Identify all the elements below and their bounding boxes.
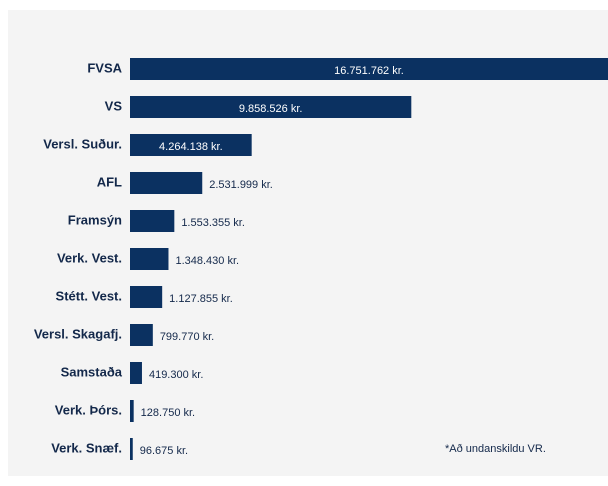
value-label: 9.858.526 kr.	[239, 103, 303, 115]
value-label: 1.348.430 kr.	[175, 255, 239, 267]
value-label: 1.127.855 kr.	[169, 293, 233, 305]
value-label: 419.300 kr.	[149, 369, 203, 381]
value-label: 2.531.999 kr.	[209, 179, 273, 191]
bar	[130, 362, 142, 384]
category-label: Framsýn	[68, 212, 122, 227]
bar	[130, 324, 153, 346]
value-label: 128.750 kr.	[141, 407, 195, 419]
category-label: AFL	[97, 174, 122, 189]
bar	[130, 438, 133, 460]
bar	[130, 58, 608, 80]
bar	[130, 134, 252, 156]
category-label: VS	[105, 98, 123, 113]
value-label: 16.751.762 kr.	[334, 65, 404, 77]
chart-panel	[8, 10, 608, 476]
category-label: Samstaða	[61, 364, 123, 379]
category-label: Versl. Suður.	[43, 136, 122, 151]
bar	[130, 96, 412, 118]
category-label: Stétt. Vest.	[56, 288, 122, 303]
bar	[130, 210, 175, 232]
bar	[130, 172, 203, 194]
value-label: 96.675 kr.	[140, 445, 188, 457]
category-label: FVSA	[87, 60, 122, 75]
category-label: Verk. Snæf.	[51, 440, 122, 455]
bar	[130, 248, 169, 270]
value-label: 799.770 kr.	[160, 331, 214, 343]
value-label: 4.264.138 kr.	[159, 141, 223, 153]
bar	[130, 286, 163, 308]
category-label: Verk. Þórs.	[55, 402, 122, 417]
category-label: Versl. Skagafj.	[34, 326, 122, 341]
category-label: Verk. Vest.	[57, 250, 122, 265]
value-label: 1.553.355 kr.	[181, 217, 245, 229]
bar	[130, 400, 134, 422]
footnote: *Að undanskildu VR.	[445, 443, 546, 455]
